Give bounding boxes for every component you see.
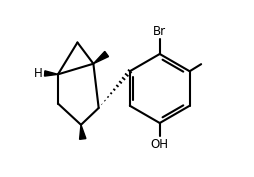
Text: Br: Br (153, 25, 166, 38)
Polygon shape (44, 71, 58, 76)
Text: OH: OH (151, 138, 169, 151)
Polygon shape (93, 51, 108, 64)
Polygon shape (80, 125, 86, 139)
Text: H: H (34, 67, 43, 80)
